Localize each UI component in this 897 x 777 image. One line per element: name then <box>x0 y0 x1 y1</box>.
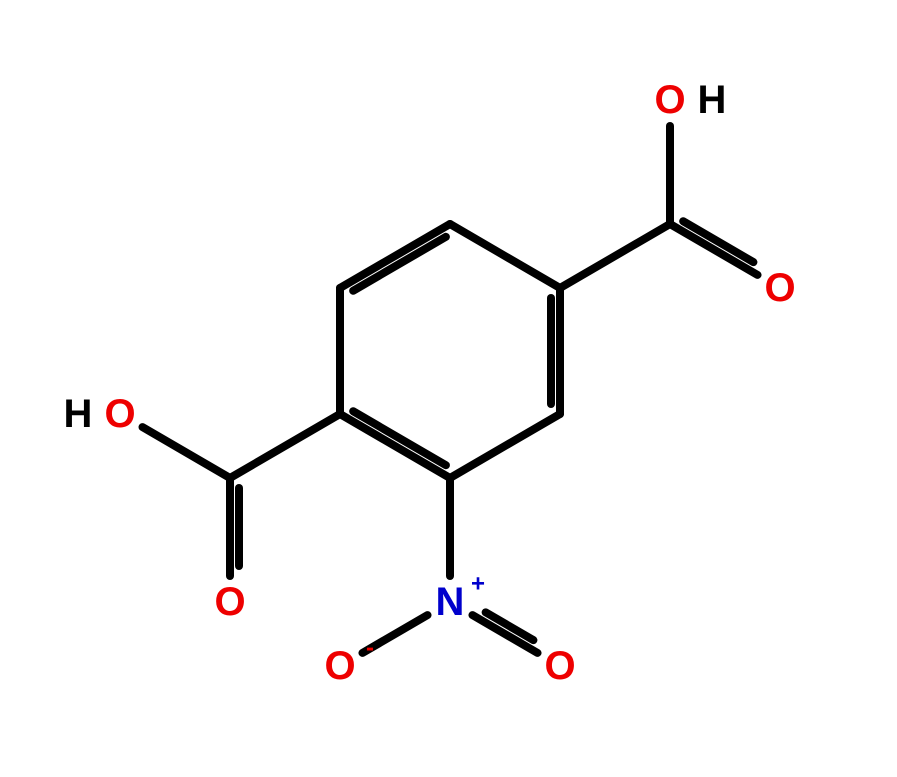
bond-line <box>353 237 446 291</box>
atom-label-o: O <box>544 644 575 688</box>
bond-line <box>230 414 340 478</box>
atom-label-h: H <box>698 78 727 122</box>
atom-label-o: O <box>104 392 135 436</box>
molecule-diagram: OOHOOHNOO+- <box>0 0 897 777</box>
atom-label-n: N <box>436 580 465 624</box>
bond-line <box>340 414 450 478</box>
charge-label: - <box>366 635 374 662</box>
bond-line <box>560 224 670 288</box>
bond-line <box>670 224 758 275</box>
bond-line <box>142 427 230 478</box>
atom-label-o: O <box>764 266 795 310</box>
bond-line <box>353 411 446 465</box>
charge-label: + <box>471 571 485 598</box>
bond-line <box>450 224 560 288</box>
atom-label-o: O <box>654 78 685 122</box>
bond-line <box>340 224 450 288</box>
atom-label-o: O <box>214 580 245 624</box>
bond-line <box>450 414 560 478</box>
atom-label-o: O <box>324 644 355 688</box>
atom-label-h: H <box>64 392 93 436</box>
